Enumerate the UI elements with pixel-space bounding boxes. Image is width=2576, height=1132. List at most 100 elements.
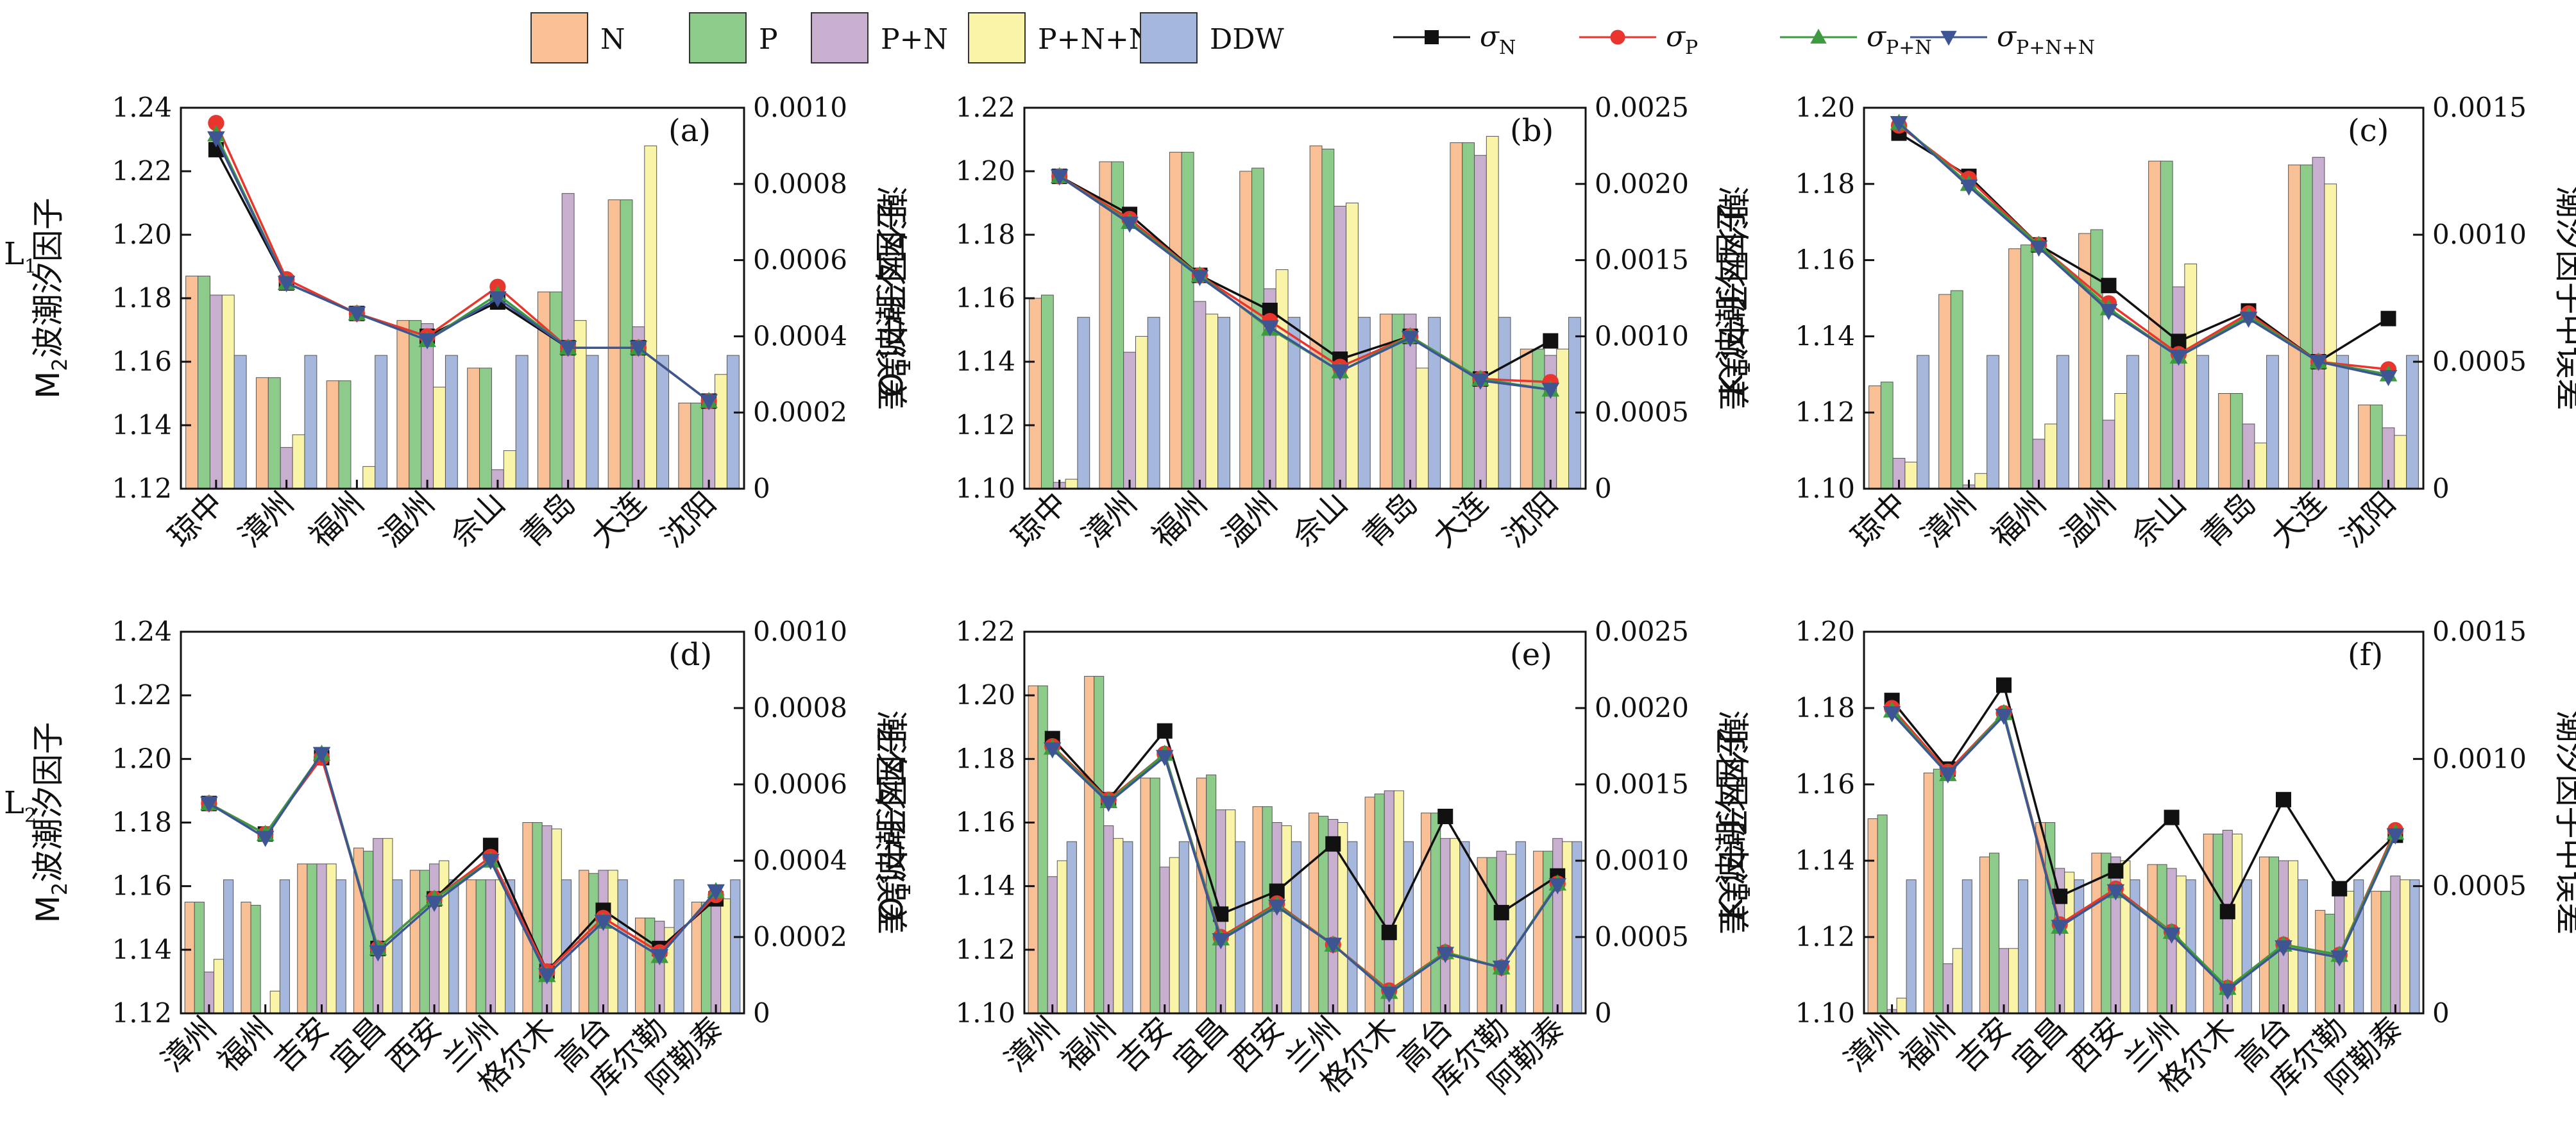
point-σP+N+N-1 [1939,767,1957,784]
xtick-label: 青岛 [514,486,582,554]
panel-e: 1.10 1.12 1.14 1.16 1.18 1.20 1.22 0 0.0005 0.001… [873,616,1751,1101]
bar-DDW-2 [1217,317,1230,489]
ytick-label-right: 0 [753,473,770,504]
ytick-label-left: 1.12 [955,934,1015,965]
bar-DDW-5 [586,355,599,489]
xtick-label: 福州 [1054,1010,1123,1079]
bar-P+N-6 [2312,156,2325,489]
point-σP+N+N-1 [1121,216,1139,233]
bar-DDW-4 [448,879,459,1014]
bar-N-1 [1923,772,1934,1014]
bar-P+N-4 [2110,856,2121,1014]
bar-P+N+N-3 [2114,393,2128,489]
ytick-label-left: 1.10 [1795,997,1855,1029]
bar-DDW-2 [375,355,388,489]
ytick-label-left: 1.18 [112,807,172,838]
ytick-label-right: 0.0025 [1595,616,1689,647]
legend-marker-P+N [1810,28,1827,44]
ytick-label-left: 1.12 [1795,921,1855,952]
point-σP+N+N-3 [1212,933,1230,950]
point-σP+N+N-7 [1436,947,1455,963]
point-σN-5 [1325,836,1341,852]
bar-P+N-4 [429,863,440,1014]
bar-P-0 [198,275,210,489]
xtick-label: 福州 [302,486,371,554]
legend-line-label: σP+N+N [1997,21,2095,59]
ytick-label-right: 0.0005 [2432,346,2527,377]
ytick-label-right: 0.0015 [2432,92,2527,123]
bar-P+N-7 [598,870,609,1014]
point-σP+N+N-4 [1267,899,1286,916]
xtick-label: 福州 [1894,1010,1962,1079]
bar-P+N+N-1 [1952,948,1963,1014]
ytick-label-right: 0.0015 [1595,244,1689,276]
point-σP+N+N-4 [2169,350,2188,366]
point-σP+N+N-7 [700,394,718,410]
panel-label: (f) [2348,637,2383,673]
panel-label: (e) [1510,637,1552,673]
ylabel-left-rest: 波潮汐因子 [1713,201,1750,361]
bar-P-6 [532,822,543,1014]
row-label-L2-sub: 2 [24,804,37,827]
xtick-label: 西安 [2061,1010,2130,1079]
point-σN-2 [1157,723,1173,739]
panel-f: 1.10 1.12 1.14 1.16 1.18 1.20 0 0.0005 0.0010 0.0… [1713,616,2576,1101]
ytick-label-right: 0.0025 [1595,92,1689,123]
bar-N-9 [1533,850,1544,1014]
bar-P+N-6 [1474,155,1487,489]
legend-swatch-P+N [811,12,869,63]
bar-DDW-1 [304,355,318,489]
point-σP+N+N-4 [425,895,443,912]
bar-P+N+N-7 [2394,435,2407,489]
point-σP+N+N-2 [1995,709,2013,725]
bar-P-3 [1251,167,1264,489]
ytick-label-left: 1.12 [1795,396,1855,428]
ylabel-left-sub: 1 [891,884,915,897]
bar-P-4 [479,367,492,489]
point-σP+N+N-6 [629,341,648,357]
ytick-label-left: 1.18 [1795,168,1855,199]
legend-line-label-base: σ [1666,21,1686,53]
bar-P-2 [1989,852,2000,1014]
bar-P+N+N-1 [269,990,280,1014]
point-σP+N+N-0 [1890,115,1908,133]
bar-P-0 [1877,815,1888,1014]
xtick-label: 吉安 [1110,1010,1179,1079]
ytick-label-left: 1.20 [955,679,1015,711]
ytick-label-left: 1.24 [112,92,172,123]
point-σP+N+N-5 [559,341,577,357]
bar-DDW-3 [445,355,458,489]
bar-P+N-5 [485,879,496,1014]
bar-N-0 [185,275,199,489]
point-σN-7 [1437,808,1453,824]
bar-P+N+N-6 [551,828,562,1014]
ytick-label-right: 0.0005 [1595,396,1689,428]
bar-P+N-2 [316,863,327,1014]
bar-P+N+N-8 [1505,854,1516,1014]
ytick-label-right: 0.0010 [1595,320,1689,351]
point-σN-7 [2276,791,2291,807]
bar-P+N+N-0 [1065,478,1078,489]
xtick-label: 沈阳 [654,486,723,554]
bar-P+N+N-1 [292,434,305,489]
bar-P-7 [2269,856,2280,1014]
bar-N-5 [2218,393,2231,489]
bar-DDW-4 [2196,355,2209,489]
line-σP+N+N [1898,122,2389,378]
ytick-label-left: 1.14 [955,346,1015,377]
point-σP+N+N-5 [2239,311,2258,328]
bar-P+N+N-2 [362,466,376,489]
ylabel-left: K1波潮汐因子 [1713,201,1755,395]
legend-line-label: σP [1666,21,1698,59]
bar-N-6 [1450,142,1463,489]
bar-N-6 [2203,833,2214,1014]
row-label-L2-base: L [4,785,24,821]
ylabel-right: 潮汐因子中误差 [2552,186,2576,410]
bar-N-1 [1938,294,1951,489]
bar-DDW-6 [1498,317,1511,489]
ytick-label-left: 1.18 [112,282,172,314]
xtick-label: 温州 [2054,486,2123,554]
bar-P-4 [2160,160,2173,489]
xtick-label: 漳州 [1075,486,1144,554]
bar-P+N+N-0 [221,294,235,489]
